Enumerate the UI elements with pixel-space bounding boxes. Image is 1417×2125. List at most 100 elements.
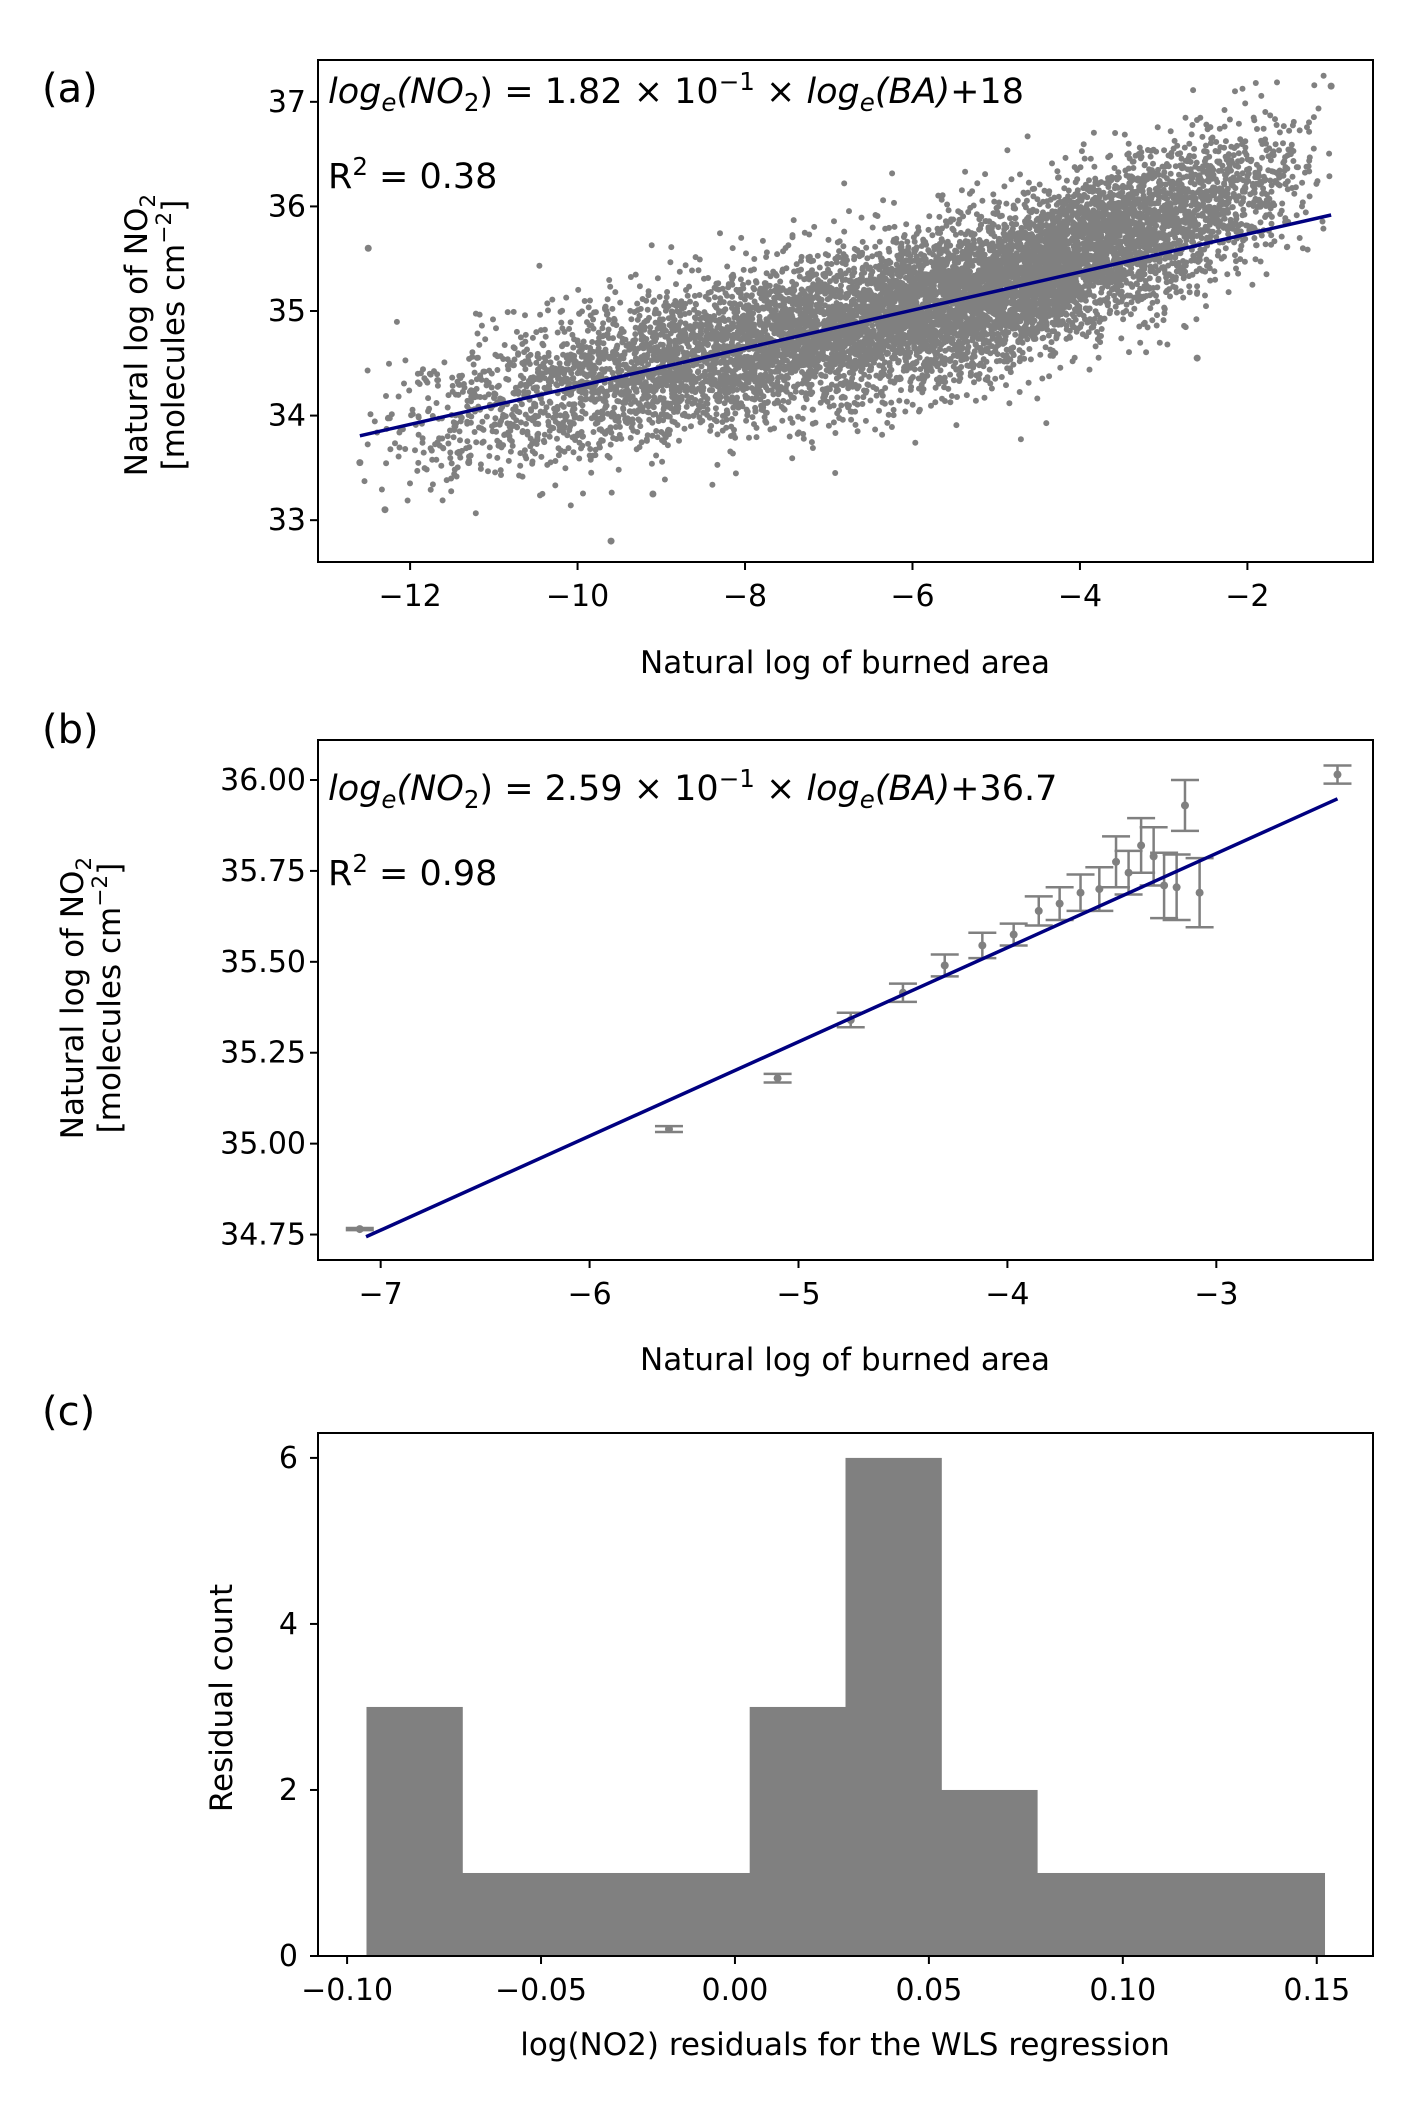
data-point xyxy=(674,422,681,428)
data-point xyxy=(447,455,454,461)
data-point xyxy=(717,230,723,237)
data-point xyxy=(1042,344,1049,351)
data-point xyxy=(1154,312,1160,319)
panel-a-points xyxy=(356,72,1335,545)
data-point xyxy=(1222,138,1229,145)
data-point xyxy=(425,408,432,415)
data-point xyxy=(1299,199,1306,206)
data-point xyxy=(988,385,995,392)
data-point xyxy=(464,438,471,445)
data-point xyxy=(492,415,499,422)
data-point xyxy=(879,399,886,406)
data-point xyxy=(781,406,788,413)
data-point xyxy=(1017,171,1023,178)
data-point xyxy=(560,394,567,401)
data-point xyxy=(493,325,499,332)
data-point xyxy=(538,453,545,460)
data-point xyxy=(692,315,699,322)
data-point xyxy=(433,400,440,406)
data-point xyxy=(888,399,895,406)
data-point xyxy=(880,197,887,204)
data-point xyxy=(838,402,845,409)
data-point xyxy=(711,294,718,301)
data-point xyxy=(1025,379,1032,386)
data-point xyxy=(1293,212,1300,219)
data-point xyxy=(612,289,619,296)
data-point xyxy=(1164,341,1171,348)
data-point xyxy=(891,223,898,230)
data-point xyxy=(998,374,1005,380)
data-point xyxy=(1091,163,1098,170)
data-point xyxy=(673,281,679,288)
data-point xyxy=(1134,175,1141,182)
data-point xyxy=(647,324,654,331)
data-point xyxy=(1171,137,1178,144)
data-point xyxy=(1249,281,1256,288)
data-point xyxy=(889,170,896,177)
data-point xyxy=(691,292,698,299)
data-point xyxy=(869,322,876,329)
data-point xyxy=(893,261,900,268)
data-point xyxy=(932,384,939,391)
data-point xyxy=(1221,123,1228,130)
data-point xyxy=(387,446,394,453)
data-point xyxy=(1194,290,1200,297)
data-point xyxy=(561,328,568,335)
data-point xyxy=(1310,145,1317,152)
data-point xyxy=(779,266,786,273)
data-point xyxy=(1182,114,1189,121)
data-point xyxy=(849,272,856,279)
data-point xyxy=(902,408,909,415)
data-point xyxy=(1235,270,1242,277)
data-point xyxy=(617,299,624,306)
data-point xyxy=(457,437,463,444)
data-point xyxy=(558,319,565,326)
data-point xyxy=(833,388,840,395)
data-point xyxy=(604,296,611,303)
data-point xyxy=(751,256,758,262)
data-point xyxy=(517,372,524,379)
data-point xyxy=(648,460,655,467)
data-point xyxy=(947,399,954,406)
data-point xyxy=(1187,166,1194,173)
data-point xyxy=(659,387,666,394)
data-point xyxy=(1080,141,1087,148)
data-point xyxy=(1267,112,1274,119)
data-point xyxy=(981,394,988,401)
data-point xyxy=(521,349,528,356)
data-point xyxy=(653,452,660,459)
data-point xyxy=(915,224,922,231)
data-point xyxy=(1274,79,1280,86)
data-point xyxy=(1121,131,1128,138)
data-point xyxy=(555,445,562,452)
data-point xyxy=(644,306,651,313)
data-point xyxy=(414,467,421,474)
data-point xyxy=(571,352,578,359)
data-point xyxy=(367,411,374,418)
data-point xyxy=(541,439,548,446)
data-point xyxy=(1114,309,1120,316)
data-point xyxy=(1021,201,1028,208)
data-point xyxy=(490,316,496,323)
data-point xyxy=(986,366,993,373)
data-point xyxy=(792,388,799,395)
data-point xyxy=(936,213,943,220)
data-point xyxy=(706,414,713,421)
data-point xyxy=(859,238,866,245)
data-point xyxy=(882,385,889,391)
data-point xyxy=(1286,127,1293,134)
data-point xyxy=(1262,109,1269,115)
data-point xyxy=(1252,80,1259,86)
data-point xyxy=(886,363,893,369)
data-point xyxy=(434,382,441,389)
data-point xyxy=(1188,131,1195,138)
data-point xyxy=(1202,292,1208,299)
data-point xyxy=(1155,166,1161,173)
data-point xyxy=(425,395,432,402)
data-point xyxy=(862,417,869,424)
data-point xyxy=(1054,168,1061,175)
data-point xyxy=(504,309,511,316)
data-point xyxy=(947,371,954,378)
data-point xyxy=(1244,173,1251,180)
